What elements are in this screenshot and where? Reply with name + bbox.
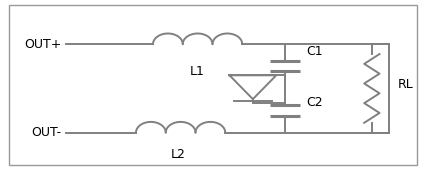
Text: OUT+: OUT+ [24, 38, 62, 51]
Text: OUT-: OUT- [31, 126, 62, 139]
Text: C1: C1 [306, 45, 323, 57]
Text: L2: L2 [171, 148, 186, 161]
Text: RL: RL [397, 79, 413, 91]
FancyBboxPatch shape [8, 5, 416, 165]
Text: L1: L1 [190, 65, 205, 78]
Text: C2: C2 [306, 96, 323, 108]
